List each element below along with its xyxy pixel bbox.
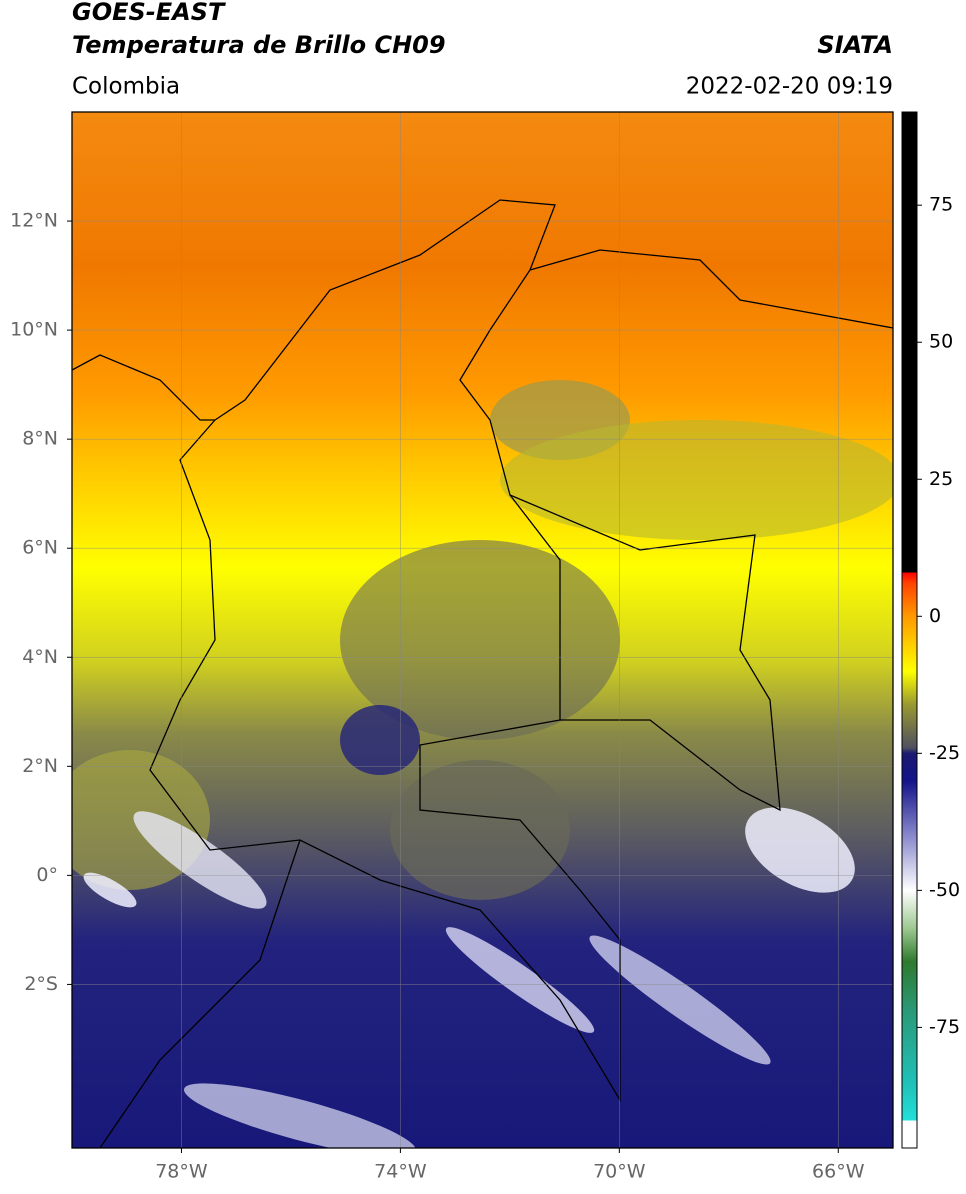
x-tick-label: 70°W — [593, 1161, 646, 1183]
grid — [72, 112, 893, 1148]
x-tick-label: 74°W — [374, 1161, 427, 1183]
y-tick-label: 8°N — [22, 428, 58, 450]
colorbar-tick-label: 50 — [929, 331, 953, 353]
y-tick-label: 12°N — [10, 210, 58, 232]
title: GOES-EAST — [72, 0, 226, 26]
y-tick-label: 6°N — [22, 537, 58, 559]
y-tick-label: 10°N — [10, 319, 58, 341]
timestamp: 2022-02-20 09:19 — [686, 74, 893, 100]
x-tick-label: 66°W — [812, 1161, 865, 1183]
y-tick-label: 2°S — [24, 973, 58, 995]
y-tick-label: 0° — [36, 864, 58, 886]
colorbar-tick-label: 0 — [929, 605, 941, 627]
colorbar-tick-label: -25 — [929, 742, 960, 764]
y-tick-label: 4°N — [22, 646, 58, 668]
colorbar-tick-label: 75 — [929, 194, 953, 216]
satellite-image — [72, 112, 893, 1148]
colorbar-tick-label: 25 — [929, 468, 953, 490]
colorbar-tick-label: -50 — [929, 879, 960, 901]
subtitle: Temperatura de Brillo CH09 — [72, 31, 446, 59]
source: SIATA — [817, 31, 893, 59]
colorbar-tick-label: -75 — [929, 1016, 960, 1038]
colorbar — [901, 111, 918, 1149]
x-tick-label: 78°W — [155, 1161, 208, 1183]
region: Colombia — [72, 74, 180, 100]
y-tick-label: 2°N — [22, 755, 58, 777]
map-frame — [71, 111, 894, 1149]
